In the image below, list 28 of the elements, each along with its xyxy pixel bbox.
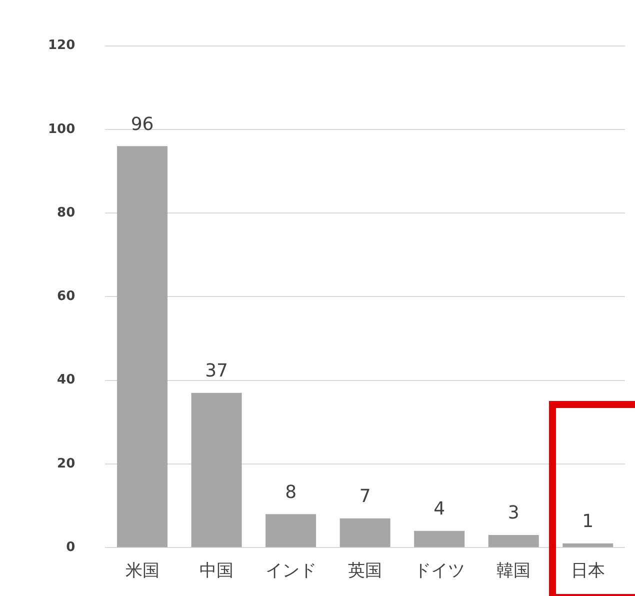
y-tick-label: 60	[57, 289, 76, 304]
x-tick-label: 日本	[570, 561, 605, 582]
x-tick-label: インド	[265, 561, 316, 582]
x-tick-label: 米国	[125, 561, 160, 582]
bar	[191, 392, 242, 548]
data-label: 1	[582, 511, 594, 532]
y-tick-label: 100	[48, 122, 76, 137]
x-tick-label: 韓国	[496, 561, 531, 582]
bar	[488, 535, 539, 548]
x-tick-label: ドイツ	[414, 561, 465, 582]
data-label: 8	[285, 482, 297, 503]
data-label: 96	[130, 114, 154, 135]
data-label: 7	[359, 486, 371, 507]
bar	[117, 146, 168, 548]
bar	[414, 530, 465, 548]
y-tick-label: 0	[66, 540, 76, 555]
data-label: 37	[205, 360, 228, 382]
y-tick-label: 120	[48, 38, 76, 54]
y-tick-label: 40	[57, 372, 76, 388]
data-label: 3	[508, 502, 520, 524]
y-tick-label: 80	[57, 205, 76, 220]
bar	[562, 543, 614, 548]
data-label: 4	[434, 498, 446, 520]
x-tick-label: 英国	[348, 561, 382, 582]
x-tick-label: 中国	[200, 561, 234, 582]
y-tick-label: 20	[57, 456, 76, 472]
bar	[340, 518, 390, 548]
bar	[266, 514, 316, 548]
